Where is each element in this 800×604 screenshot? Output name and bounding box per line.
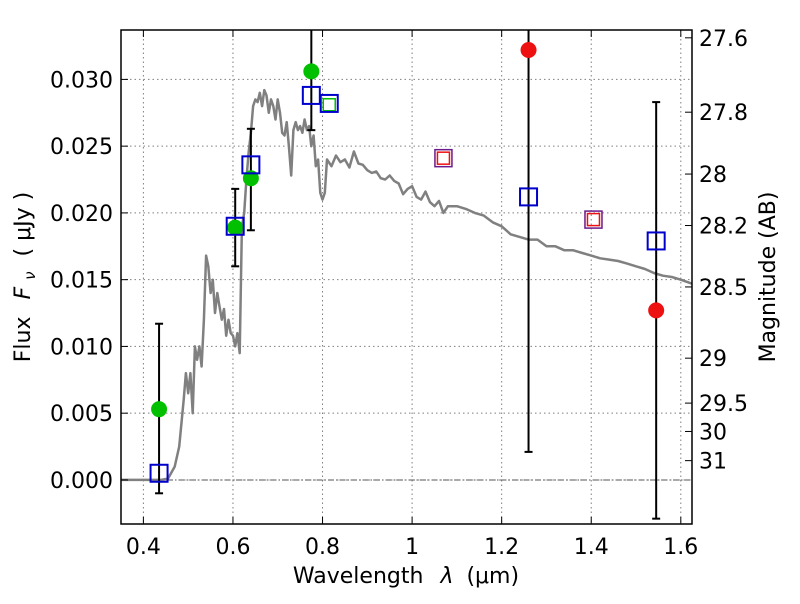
x-axis-label-text: Wavelength [293, 564, 424, 589]
inner-square-marker [586, 212, 601, 227]
x-tick-label: 1.4 [574, 535, 609, 560]
y-axis-label-unit: ( μJy ) [11, 192, 36, 257]
green-point [242, 170, 259, 187]
x-tick-label: 0.8 [305, 535, 340, 560]
y-tick-label: 0.005 [50, 402, 113, 427]
x-tick-label: 0.6 [215, 535, 250, 560]
inner-square-marker [322, 98, 336, 112]
error-bars [155, 30, 661, 520]
x-tick-label: 1.6 [663, 535, 698, 560]
x-axis-label-symbol: λ [439, 564, 453, 589]
magnitude-tick-label: 29 [699, 347, 727, 372]
blue-square-marker [241, 155, 261, 175]
x-axis-label: Wavelength λ (μm) [293, 564, 519, 589]
model-sed-line [121, 88, 693, 482]
y-axis-ticks: 0.000 0.005 0.010 0.015 0.020 0.025 0.030 [50, 68, 128, 494]
y-axis-label-symbol: F [11, 286, 36, 299]
magnitude-tick-label: 27.6 [699, 27, 748, 52]
blue-square-marker [149, 463, 169, 483]
inner-square-marker [436, 151, 451, 165]
blue-square-marker [646, 231, 666, 251]
model-sed-curve [121, 88, 693, 482]
green-point [303, 63, 320, 80]
y-tick-label: 0.000 [50, 469, 113, 494]
magnitude-tick-label: 27.8 [699, 101, 748, 126]
green-point [151, 401, 168, 418]
y-axis-label: Flux F ν ( μJy ) [11, 192, 41, 362]
blue-square-marker [319, 93, 339, 113]
red-point [648, 302, 665, 319]
y-tick-label: 0.025 [50, 135, 113, 160]
red-point [520, 42, 537, 59]
x-tick-label: 0.4 [126, 535, 161, 560]
x-tick-label: 1 [405, 535, 419, 560]
data-markers [149, 42, 666, 483]
y-tick-label: 0.020 [50, 202, 113, 227]
blue-square-marker [225, 216, 245, 236]
magnitude-tick-label: 28.2 [699, 215, 748, 240]
outer-square-marker [434, 148, 453, 168]
y-axis-label-text: Flux [11, 316, 36, 362]
outer-square-marker [584, 210, 603, 229]
plot-frame [120, 29, 693, 525]
green-point [227, 219, 244, 236]
y-axis-label-subscript: ν [21, 271, 39, 279]
x-tick-label: 1.2 [484, 535, 519, 560]
y-tick-label: 0.015 [50, 269, 113, 294]
grid-lines [121, 30, 692, 524]
x-axis-label-unit: (μm) [466, 564, 519, 589]
y-tick-label: 0.030 [50, 68, 113, 93]
y-tick-label: 0.010 [50, 335, 113, 360]
magnitude-tick-label: 28 [699, 163, 727, 188]
magnitude-tick-label: 28.5 [699, 276, 748, 301]
x-axis-ticks: 0.4 0.6 0.8 1 1.2 1.4 1.6 [126, 30, 698, 560]
magnitude-tick-label: 31 [699, 450, 727, 475]
magnitude-tick-label: 30 [699, 420, 727, 445]
magnitude-axis-label: Magnitude (AB) [756, 192, 781, 363]
magnitude-tick-label: 29.5 [699, 392, 748, 417]
blue-square-marker [519, 187, 539, 207]
magnitude-axis-ticks: 27.6 27.8 28 28.2 28.5 29 29.5 30 31 [685, 27, 748, 475]
